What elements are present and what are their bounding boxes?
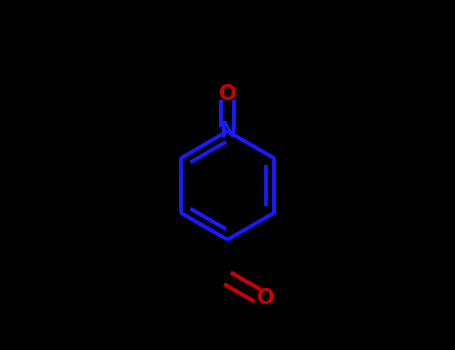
Text: O: O xyxy=(219,84,236,105)
Text: N: N xyxy=(219,121,236,141)
Text: O: O xyxy=(257,287,274,308)
